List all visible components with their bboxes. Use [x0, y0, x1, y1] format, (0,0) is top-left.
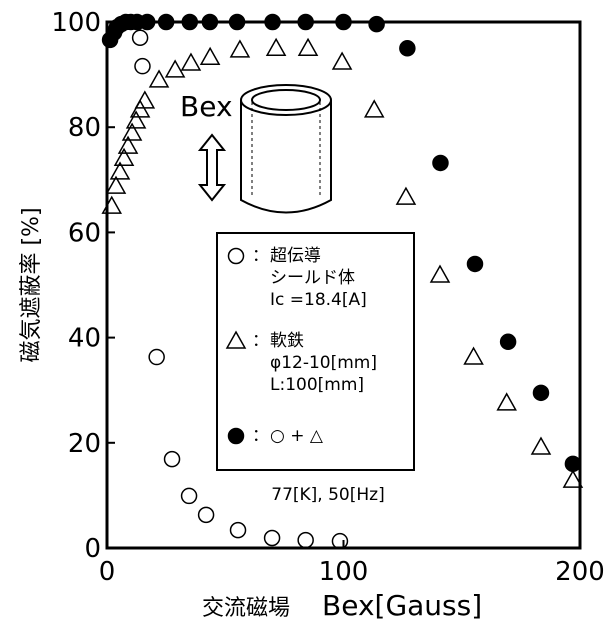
triangle-marker: [115, 149, 133, 165]
legend-detail: φ12-10[mm] L:100[mm]: [270, 352, 377, 396]
triangle-marker: [465, 348, 483, 364]
filled-circle-marker: [182, 15, 197, 30]
filled-circle-marker: [230, 15, 245, 30]
triangle-marker: [127, 112, 145, 128]
filled-circle-marker: [202, 15, 217, 30]
open-circle-marker: [332, 534, 347, 549]
triangle-marker: [150, 71, 168, 87]
triangle-marker: [498, 394, 516, 410]
legend-separator: ：: [252, 425, 269, 447]
filled-circle-marker: [336, 15, 351, 30]
condition-label: 77[K], 50[Hz]: [271, 485, 384, 505]
y-tick-label: 100: [51, 8, 101, 38]
open-circle-marker: [265, 531, 280, 546]
inset-label: Bex: [180, 90, 233, 123]
filled-circle-marker: [298, 15, 313, 30]
open-circle-marker: [165, 452, 180, 467]
legend-separator: ：: [252, 330, 269, 352]
filled-circle-marker: [467, 256, 482, 271]
open-circle-marker: [199, 507, 214, 522]
y-tick-label: 60: [68, 218, 101, 248]
triangle-marker: [182, 54, 200, 70]
triangle-marker: [333, 53, 351, 69]
triangle-marker: [267, 39, 285, 55]
filled-circle-marker: [229, 429, 244, 444]
y-tick-label: 80: [68, 113, 101, 143]
triangle-marker: [166, 61, 184, 77]
triangle-marker: [532, 438, 550, 454]
y-tick-label: 40: [68, 324, 101, 354]
triangle-marker: [365, 101, 383, 117]
open-circle-marker: [182, 488, 197, 503]
open-circle-marker: [149, 350, 164, 365]
open-circle-marker: [135, 59, 150, 74]
triangle-marker: [123, 124, 141, 140]
x-tick-label: 100: [319, 557, 369, 587]
filled-circle-marker: [400, 41, 415, 56]
filled-circle-marker: [533, 385, 548, 400]
x-tick-label: 200: [555, 557, 605, 587]
filled-circle-marker: [565, 456, 580, 471]
legend-label: 超伝導 シールド体: [270, 245, 355, 289]
legend-label: ○ + △: [270, 425, 323, 447]
open-circle-marker: [231, 523, 246, 538]
open-circle-marker: [133, 30, 148, 45]
triangle-marker: [136, 92, 154, 108]
x-axis-label: 交流磁場: [202, 596, 290, 621]
triangle-marker: [431, 266, 449, 282]
filled-circle-marker: [433, 155, 448, 170]
filled-circle-marker: [159, 15, 174, 30]
chart: 磁気遮蔽率 [%] 交流磁場 Bex[Gauss] Bex 77[K], 50[…: [0, 0, 610, 626]
y-tick-label: 20: [68, 429, 101, 459]
filled-circle-marker: [140, 15, 155, 30]
triangle-marker: [231, 41, 249, 57]
legend-label: 軟鉄: [270, 330, 304, 352]
filled-circle-marker: [369, 17, 384, 32]
filled-circle-marker: [501, 334, 516, 349]
x-axis-symbol: Bex[Gauss]: [322, 589, 482, 622]
y-axis-label: 磁気遮蔽率 [%]: [19, 207, 44, 362]
triangle-marker: [103, 197, 121, 213]
x-tick-label: 0: [99, 557, 116, 587]
triangle-marker: [397, 188, 415, 204]
open-circle-marker: [298, 533, 313, 548]
legend-detail: Ic =18.4[A]: [270, 289, 367, 311]
chart-page: 磁気遮蔽率 [%] 交流磁場 Bex[Gauss] Bex 77[K], 50[…: [0, 0, 610, 626]
triangle-marker: [299, 39, 317, 55]
legend-separator: ：: [252, 245, 269, 267]
triangle-marker: [201, 48, 219, 64]
filled-circle-marker: [265, 15, 280, 30]
